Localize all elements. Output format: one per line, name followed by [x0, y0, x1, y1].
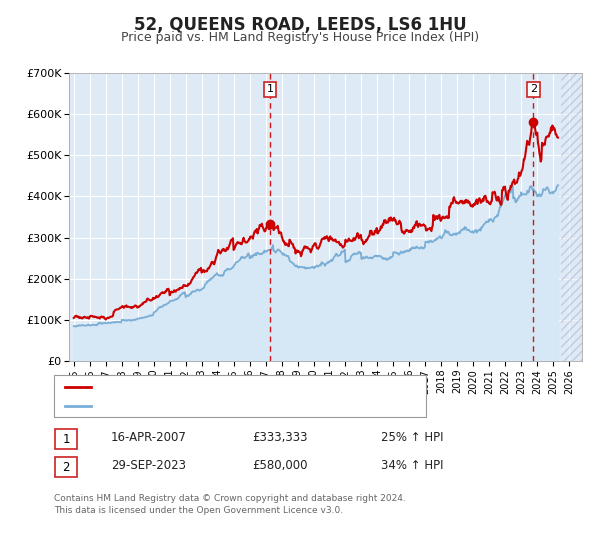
Text: 2: 2	[530, 84, 537, 94]
Text: 52, QUEENS ROAD, LEEDS, LS6 1HU (detached house): 52, QUEENS ROAD, LEEDS, LS6 1HU (detache…	[98, 381, 381, 391]
Text: Price paid vs. HM Land Registry's House Price Index (HPI): Price paid vs. HM Land Registry's House …	[121, 31, 479, 44]
Text: Contains HM Land Registry data © Crown copyright and database right 2024.
This d: Contains HM Land Registry data © Crown c…	[54, 494, 406, 515]
FancyBboxPatch shape	[55, 457, 77, 477]
FancyBboxPatch shape	[54, 375, 426, 417]
Text: £333,333: £333,333	[252, 431, 308, 445]
Bar	[561, 73, 582, 361]
Text: 1: 1	[62, 432, 70, 446]
FancyBboxPatch shape	[55, 429, 77, 449]
Text: 34% ↑ HPI: 34% ↑ HPI	[381, 459, 443, 473]
Text: 52, QUEENS ROAD, LEEDS, LS6 1HU: 52, QUEENS ROAD, LEEDS, LS6 1HU	[134, 16, 466, 34]
Text: 2: 2	[62, 460, 70, 474]
Text: 16-APR-2007: 16-APR-2007	[111, 431, 187, 445]
Text: HPI: Average price, detached house, Leeds: HPI: Average price, detached house, Leed…	[98, 401, 322, 411]
Text: 29-SEP-2023: 29-SEP-2023	[111, 459, 186, 473]
Text: £580,000: £580,000	[252, 459, 308, 473]
Text: 1: 1	[267, 84, 274, 94]
Text: 25% ↑ HPI: 25% ↑ HPI	[381, 431, 443, 445]
